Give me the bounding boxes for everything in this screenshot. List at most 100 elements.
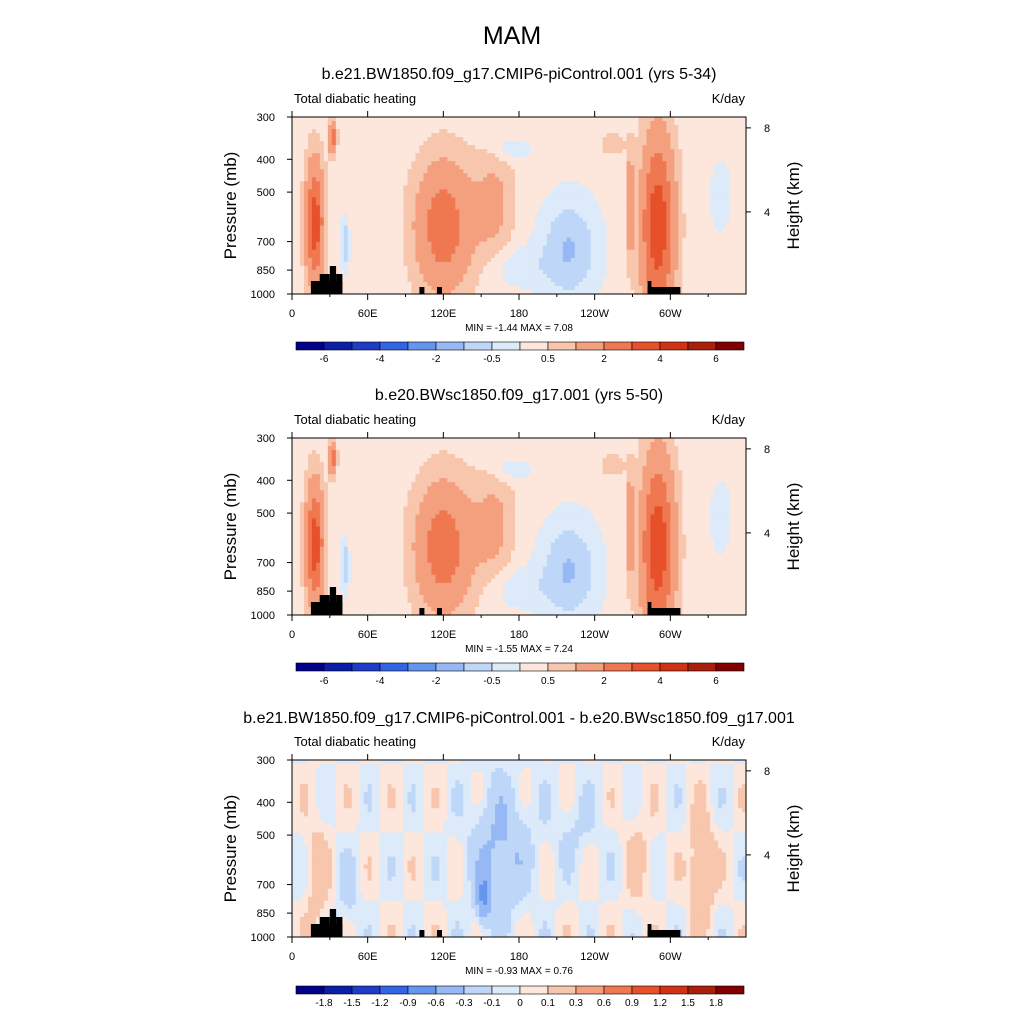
heatmap-cell (327, 249, 333, 255)
heatmap-cell (327, 133, 333, 138)
heatmap-cell (558, 213, 564, 219)
heatmap-cell (355, 241, 361, 247)
heatmap-cell (734, 197, 739, 203)
heatmap-cell (566, 285, 572, 291)
heatmap-cell (566, 229, 572, 235)
heatmap-cell (694, 193, 699, 199)
heatmap-cell (694, 161, 699, 166)
heatmap-cell (491, 193, 496, 199)
heatmap-cell (327, 261, 333, 267)
heatmap-cell (598, 165, 604, 170)
heatmap-cell (710, 173, 715, 178)
heatmap-cell (443, 193, 448, 199)
heatmap-cell (431, 165, 436, 170)
heatmap-cell (558, 189, 564, 195)
heatmap-cell (658, 125, 663, 130)
heatmap-cell (694, 233, 699, 239)
heatmap-cell (642, 205, 648, 211)
heatmap-cell (383, 153, 389, 158)
heatmap-cell (590, 209, 596, 215)
heatmap-cell (339, 269, 345, 275)
heatmap-cell (499, 161, 504, 166)
heatmap-cell (331, 193, 337, 199)
heatmap-cell (614, 225, 620, 231)
heatmap-cell (690, 133, 695, 138)
heatmap-cell (403, 157, 409, 162)
heatmap-cell (431, 133, 436, 138)
heatmap-cell (439, 265, 444, 271)
heatmap-cell (379, 145, 385, 150)
heatmap-cell (495, 125, 500, 130)
heatmap-cell (443, 137, 448, 142)
heatmap-cell (431, 273, 436, 279)
heatmap-cell (499, 269, 504, 275)
heatmap-cell (638, 245, 644, 251)
heatmap-cell (359, 161, 365, 166)
heatmap-cell (391, 269, 397, 275)
heatmap-cell (331, 241, 337, 247)
heatmap-cell (511, 261, 516, 267)
heatmap-cell (515, 277, 520, 283)
heatmap-cell (323, 257, 329, 263)
heatmap-cell (682, 137, 687, 142)
heatmap-cell (582, 269, 588, 275)
heatmap-cell (670, 129, 675, 134)
heatmap-cell (395, 277, 401, 283)
heatmap-cell (411, 173, 417, 178)
heatmap-cell (658, 257, 663, 263)
heatmap-cell (662, 197, 667, 203)
heatmap-cell (542, 117, 548, 122)
heatmap-cell (515, 189, 520, 195)
heatmap-cell (530, 189, 536, 195)
heatmap-cell (706, 137, 711, 142)
heatmap-cell (471, 261, 476, 267)
heatmap-cell (674, 253, 679, 259)
heatmap-cell (399, 141, 405, 146)
heatmap-cell (495, 265, 500, 271)
heatmap-cell (319, 197, 325, 203)
heatmap-cell (459, 265, 464, 271)
heatmap-cell (578, 173, 584, 178)
heatmap-cell (582, 261, 588, 267)
heatmap-cell (530, 121, 536, 126)
heatmap-cell (387, 213, 393, 219)
heatmap-cell (439, 125, 444, 130)
heatmap-cell (351, 229, 357, 235)
heatmap-cell (590, 145, 596, 150)
heatmap-cell (630, 201, 636, 207)
heatmap-cell (415, 229, 421, 235)
heatmap-cell (435, 145, 440, 150)
heatmap-cell (295, 125, 301, 130)
heatmap-cell (638, 121, 644, 126)
heatmap-cell (379, 125, 385, 130)
heatmap-cell (423, 285, 428, 291)
heatmap-cell (447, 269, 452, 275)
heatmap-cell (343, 137, 349, 142)
heatmap-cell (367, 213, 373, 219)
heatmap-cell (355, 261, 361, 267)
heatmap-cell (690, 125, 695, 130)
heatmap-cell (586, 169, 592, 174)
heatmap-cell (483, 213, 488, 219)
heatmap-cell (674, 189, 679, 195)
heatmap-cell (491, 177, 496, 182)
heatmap-cell (586, 117, 592, 122)
heatmap-cell (487, 173, 492, 178)
heatmap-cell (578, 145, 584, 150)
heatmap-cell (694, 205, 699, 211)
heatmap-cell (351, 265, 357, 271)
heatmap-cell (315, 245, 321, 251)
heatmap-cell (590, 261, 596, 267)
heatmap-cell (347, 265, 353, 271)
heatmap-cell (634, 137, 640, 142)
heatmap-cell (602, 137, 608, 142)
heatmap-cell (347, 189, 353, 195)
heatmap-cell (519, 225, 524, 231)
heatmap-cell (371, 225, 377, 231)
heatmap-cell (367, 173, 373, 178)
heatmap-cell (463, 161, 468, 166)
heatmap-cell (451, 217, 456, 223)
heatmap-cell (526, 245, 532, 251)
heatmap-cell (634, 269, 640, 275)
heatmap-cell (570, 197, 576, 203)
